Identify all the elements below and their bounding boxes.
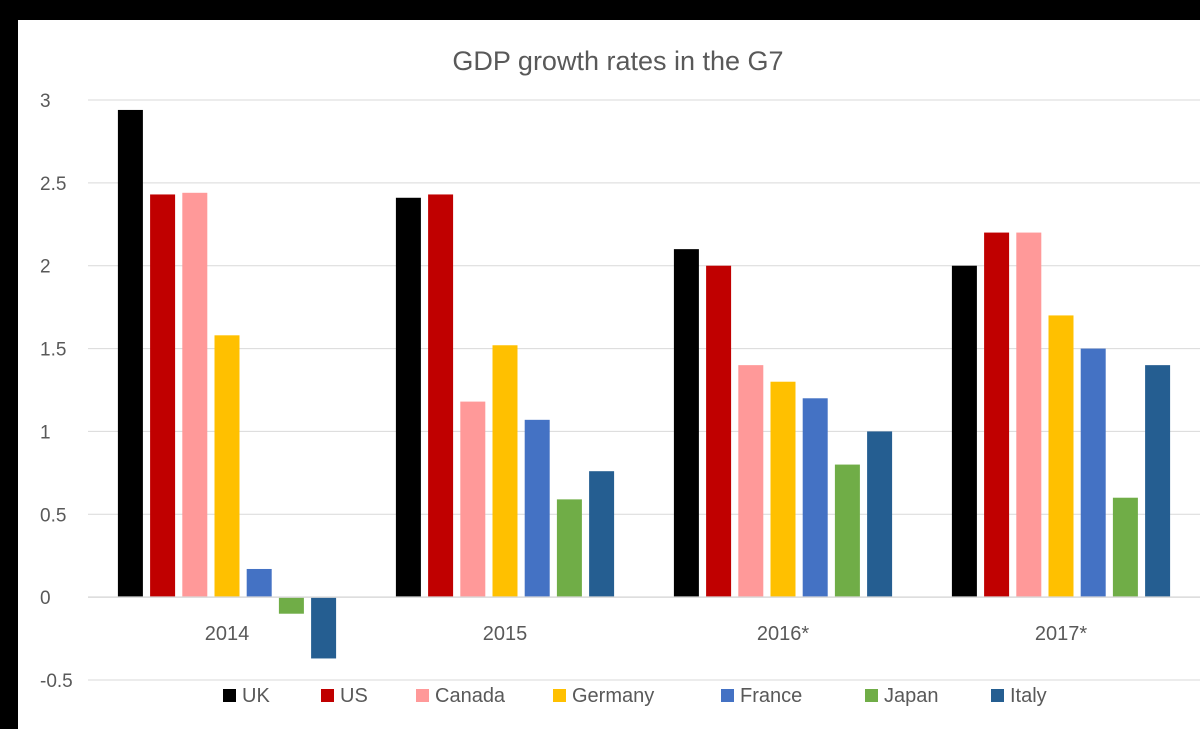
- legend-label: Japan: [884, 685, 939, 707]
- y-tick-label: 1: [40, 422, 51, 443]
- legend-label: Canada: [435, 685, 506, 707]
- bar-canada-2015: [460, 401, 486, 598]
- legend-swatch: [553, 689, 566, 702]
- bar-japan-2017: [1112, 497, 1138, 598]
- legend-swatch: [223, 689, 236, 702]
- bar-japan-2015: [556, 499, 582, 598]
- bar-uk-2014: [117, 109, 143, 598]
- bar-uk-2017: [951, 265, 977, 598]
- bar-us-2014: [150, 194, 176, 598]
- bar-canada-2016: [738, 365, 764, 598]
- chart-panel: GDP growth rates in the G7 3 2.5 2 1.5 1 0.5 0…: [18, 20, 1200, 729]
- x-axis-category-labels: 2014 2015 2016* 2017*: [205, 623, 1088, 645]
- bar-france-2016: [802, 398, 828, 598]
- bar-germany-2015: [492, 345, 518, 598]
- x-category-label: 2015: [483, 623, 528, 645]
- chart-title: GDP growth rates in the G7: [452, 46, 783, 76]
- legend-swatch: [721, 689, 734, 702]
- bar-italy-2014: [311, 597, 337, 659]
- legend-swatch: [321, 689, 334, 702]
- bar-italy-2016: [867, 431, 893, 598]
- y-tick-label: 0: [40, 588, 51, 609]
- bar-italy-2015: [589, 471, 615, 598]
- legend-item-germany: Germany: [553, 685, 654, 707]
- x-category-label: 2017*: [1035, 623, 1087, 645]
- bar-germany-2016: [770, 381, 796, 598]
- bar-canada-2017: [1016, 232, 1042, 598]
- y-tick-label: 2: [40, 257, 51, 278]
- x-category-label: 2014: [205, 623, 250, 645]
- gridlines: [88, 99, 1200, 681]
- x-category-label: 2016*: [757, 623, 809, 645]
- legend-item-italy: Italy: [991, 685, 1047, 707]
- bar-uk-2016: [673, 249, 699, 598]
- legend-item-canada: Canada: [416, 685, 506, 707]
- bar-france-2015: [524, 419, 550, 598]
- y-tick-label: -0.5: [40, 671, 73, 692]
- bar-japan-2014: [278, 597, 304, 614]
- legend-item-japan: Japan: [865, 685, 939, 707]
- bar-us-2017: [984, 232, 1010, 598]
- legend-swatch: [865, 689, 878, 702]
- y-tick-label: 2.5: [40, 174, 66, 195]
- legend: UK US Canada Germany France Japan Italy: [223, 685, 1047, 707]
- bar-italy-2017: [1145, 365, 1171, 598]
- legend-label: France: [740, 685, 802, 707]
- bar-france-2014: [246, 568, 272, 598]
- bars: [117, 109, 1171, 659]
- y-axis-tick-labels: 3 2.5 2 1.5 1 0.5 0 -0.5: [40, 91, 73, 692]
- legend-swatch: [416, 689, 429, 702]
- bar-japan-2016: [834, 464, 860, 598]
- legend-item-france: France: [721, 685, 802, 707]
- y-tick-label: 1.5: [40, 340, 66, 361]
- bar-chart: GDP growth rates in the G7 3 2.5 2 1.5 1 0.5 0…: [40, 46, 1200, 707]
- bar-us-2016: [706, 265, 732, 598]
- legend-label: US: [340, 685, 368, 707]
- legend-item-us: US: [321, 685, 368, 707]
- bar-canada-2014: [182, 192, 208, 598]
- bar-france-2017: [1080, 348, 1106, 598]
- legend-swatch: [991, 689, 1004, 702]
- bar-us-2015: [428, 194, 454, 598]
- bar-germany-2017: [1048, 315, 1074, 598]
- y-tick-label: 3: [40, 91, 51, 112]
- legend-item-uk: UK: [223, 685, 270, 707]
- legend-label: Germany: [572, 685, 654, 707]
- legend-label: Italy: [1010, 685, 1047, 707]
- y-tick-label: 0.5: [40, 505, 66, 526]
- legend-label: UK: [242, 685, 270, 707]
- bar-germany-2014: [214, 335, 240, 598]
- bar-uk-2015: [395, 197, 421, 598]
